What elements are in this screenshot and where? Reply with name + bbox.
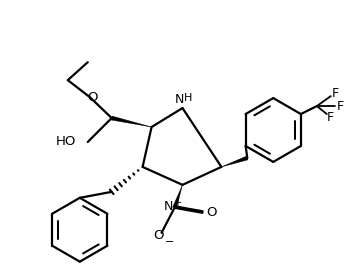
Text: −: − (165, 237, 174, 247)
Text: F: F (327, 111, 334, 123)
Text: O: O (87, 91, 98, 104)
Text: +: + (173, 198, 182, 208)
Text: HO: HO (55, 135, 76, 148)
Text: F: F (332, 87, 339, 100)
Text: N: N (164, 200, 173, 213)
Text: O: O (153, 229, 164, 242)
Polygon shape (173, 185, 183, 209)
Text: O: O (206, 206, 217, 219)
Polygon shape (111, 116, 152, 127)
Text: H: H (184, 93, 193, 103)
Text: F: F (337, 100, 344, 113)
Polygon shape (222, 156, 248, 167)
Text: N: N (175, 92, 184, 105)
